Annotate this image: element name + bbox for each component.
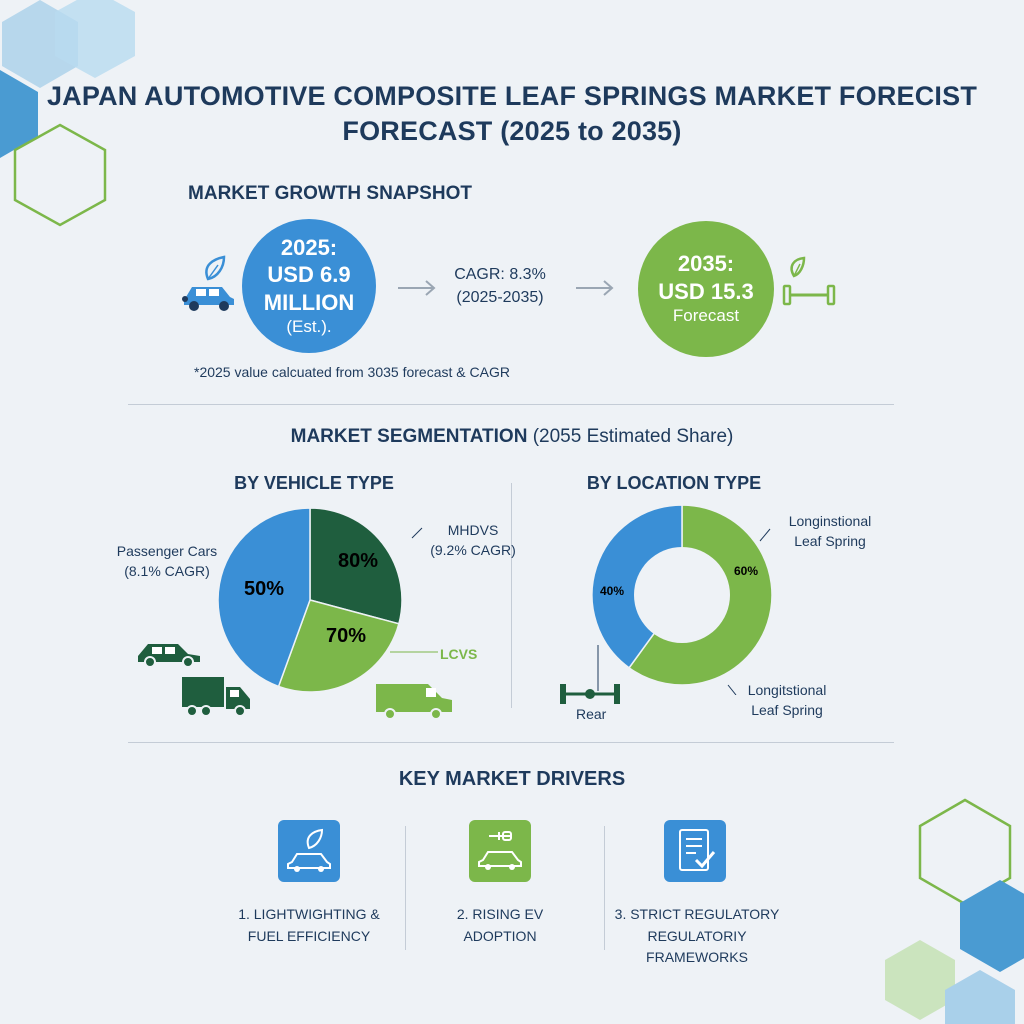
ev-car-icon (478, 831, 522, 870)
driver-3-line1: 3. STRICT REGULATORY (614, 906, 780, 922)
page-title-line2: FORECAST (2025 to 2035) (342, 116, 682, 146)
segmentation-heading-bold: MARKET SEGMENTATION (290, 426, 528, 447)
driver-text-2: 2. RISING EV ADOPTION (410, 904, 590, 947)
location-top-name: Longinstional (788, 513, 872, 529)
eco-car-icon (287, 828, 331, 872)
start-note: (Est.). (286, 317, 332, 337)
truck-icon (182, 677, 250, 717)
segmentation-heading-note: (2055 Estimated Share) (532, 426, 734, 447)
divider (604, 826, 605, 950)
pie-slice-lcvs (277, 599, 400, 693)
donut-label-rear: 40% (600, 584, 624, 598)
growth-footnote: *2025 value calcuated from 3035 forecast… (194, 364, 510, 380)
passenger-cars-cagr: (8.1% CAGR) (124, 562, 210, 579)
divider (128, 404, 894, 405)
driver-icon-box-2 (469, 820, 531, 882)
start-unit: MILLION (263, 289, 355, 315)
vehicle-type-heading: BY VEHICLE TYPE (234, 473, 394, 493)
mhdvs-name: MHDVS (447, 522, 499, 538)
leader-lines (597, 528, 771, 695)
mhdvs-label: MHDVS (9.2% CAGR) (418, 521, 528, 560)
pie-slice-mhdvs (309, 507, 403, 625)
end-note: Forecast (672, 306, 740, 326)
divider (128, 742, 894, 743)
location-bottom-sub: Leaf Spring (751, 701, 823, 718)
passenger-car-icon (138, 644, 200, 668)
axle-icon (560, 684, 620, 704)
leaf-spring-icon (782, 256, 836, 306)
driver-3-line2: REGULATORIY (647, 927, 747, 944)
start-year: 2025: (280, 234, 338, 260)
checklist-document-icon (679, 829, 716, 871)
pie-label-passenger: 50% (244, 578, 284, 600)
lcvs-label: LCVS (440, 646, 478, 662)
leader-lines (390, 527, 438, 653)
end-year: 2035: (677, 251, 735, 277)
driver-text-1: 1. LIGHTWIGHTING & FUEL EFFICIENCY (214, 904, 404, 947)
driver-text-3: 3. STRICT REGULATORY REGULATORIY FRAMEWO… (600, 904, 794, 969)
pie-slice-passenger-cars (217, 507, 311, 688)
mhdvs-cagr: (9.2% CAGR) (430, 541, 516, 558)
driver-1-line2: FUEL EFFICIENCY (247, 927, 371, 944)
arrow-right-icon (398, 280, 436, 296)
market-2025-circle: 2025: USD 6.9 MILLION (Est.). (242, 219, 376, 353)
passenger-cars-label: Passenger Cars (8.1% CAGR) (112, 542, 222, 581)
growth-heading: MARKET GROWTH SNAPSHOT (188, 183, 472, 204)
arrow-right-icon (576, 280, 614, 296)
passenger-cars-name: Passenger Cars (116, 543, 218, 559)
location-top-label: Longinstional Leaf Spring (760, 512, 900, 551)
cagr-period: (2025-2035) (456, 289, 544, 307)
driver-2-line1: 2. RISING EV (456, 906, 544, 922)
divider (405, 826, 406, 950)
location-bottom-name: Longitstional (747, 682, 827, 698)
rear-label: Rear (576, 706, 607, 722)
page-title-line1: JAPAN AUTOMOTIVE COMPOSITE LEAF SPRINGS … (46, 81, 978, 111)
donut-label-longitudinal: 60% (734, 564, 758, 578)
van-icon (376, 684, 452, 720)
cagr-text: CAGR: 8.3% (2025-2035) (440, 263, 560, 309)
pie-label-mhdvs: 80% (338, 550, 378, 572)
drivers-heading: KEY MARKET DRIVERS (398, 768, 626, 790)
pie-label-lcvs: 70% (326, 625, 366, 647)
segmentation-heading: MARKET SEGMENTATION (2055 Estimated Shar… (0, 426, 1024, 448)
driver-1-line1: 1. LIGHTWIGHTING & (238, 906, 380, 922)
driver-icon-box-1 (278, 820, 340, 882)
location-type-heading: BY LOCATION TYPE (586, 473, 762, 493)
driver-icon-box-3 (664, 820, 726, 882)
location-bottom-label: Longitstional Leaf Spring (722, 681, 852, 720)
driver-2-line2: ADOPTION (463, 927, 537, 944)
market-2035-circle: 2035: USD 15.3 Forecast (638, 221, 774, 357)
driver-3-line3: FRAMEWORKS (646, 949, 748, 966)
start-value: USD 6.9 (267, 262, 351, 288)
eco-car-icon (182, 255, 234, 311)
divider (511, 483, 512, 708)
vehicle-type-pie-chart: 50% 80% 70% (217, 507, 403, 693)
location-type-donut-chart: 40% 60% (591, 504, 773, 686)
end-value: USD 15.3 (658, 278, 754, 304)
cagr-value: CAGR: 8.3% (454, 266, 546, 283)
location-top-sub: Leaf Spring (794, 532, 866, 549)
